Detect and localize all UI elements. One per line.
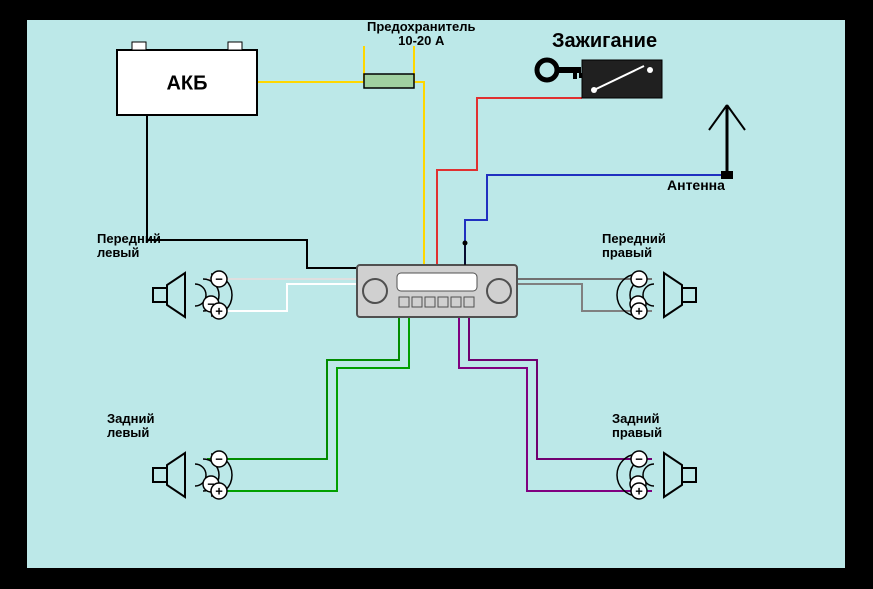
svg-text:−: − <box>215 452 223 467</box>
svg-text:+: + <box>635 484 643 499</box>
svg-text:−: − <box>215 272 223 287</box>
fuse-icon <box>364 74 414 88</box>
rear-left-label: Задний левый <box>107 412 154 441</box>
svg-text:+: + <box>215 304 223 319</box>
antenna-label: Антенна <box>667 178 725 193</box>
front-left-label: Передний левый <box>97 232 161 261</box>
svg-text:+: + <box>635 304 643 319</box>
svg-text:−: − <box>635 452 643 467</box>
front-right-label: Передний правый <box>602 232 666 261</box>
diagram-svg: АКБ−−−−−+−+−+−+ <box>27 20 845 568</box>
outer-frame: АКБ−−−−−+−+−+−+ Предохранитель 10-20 А З… <box>0 0 873 589</box>
fuse-label: Предохранитель 10-20 А <box>367 20 475 49</box>
rear-right-label: Задний правый <box>612 412 662 441</box>
ignition-label: Зажигание <box>552 30 657 52</box>
svg-text:АКБ: АКБ <box>166 73 207 95</box>
key-icon <box>537 60 557 80</box>
svg-text:+: + <box>215 484 223 499</box>
diagram-canvas: АКБ−−−−−+−+−+−+ Предохранитель 10-20 А З… <box>27 20 845 568</box>
svg-text:−: − <box>635 272 643 287</box>
